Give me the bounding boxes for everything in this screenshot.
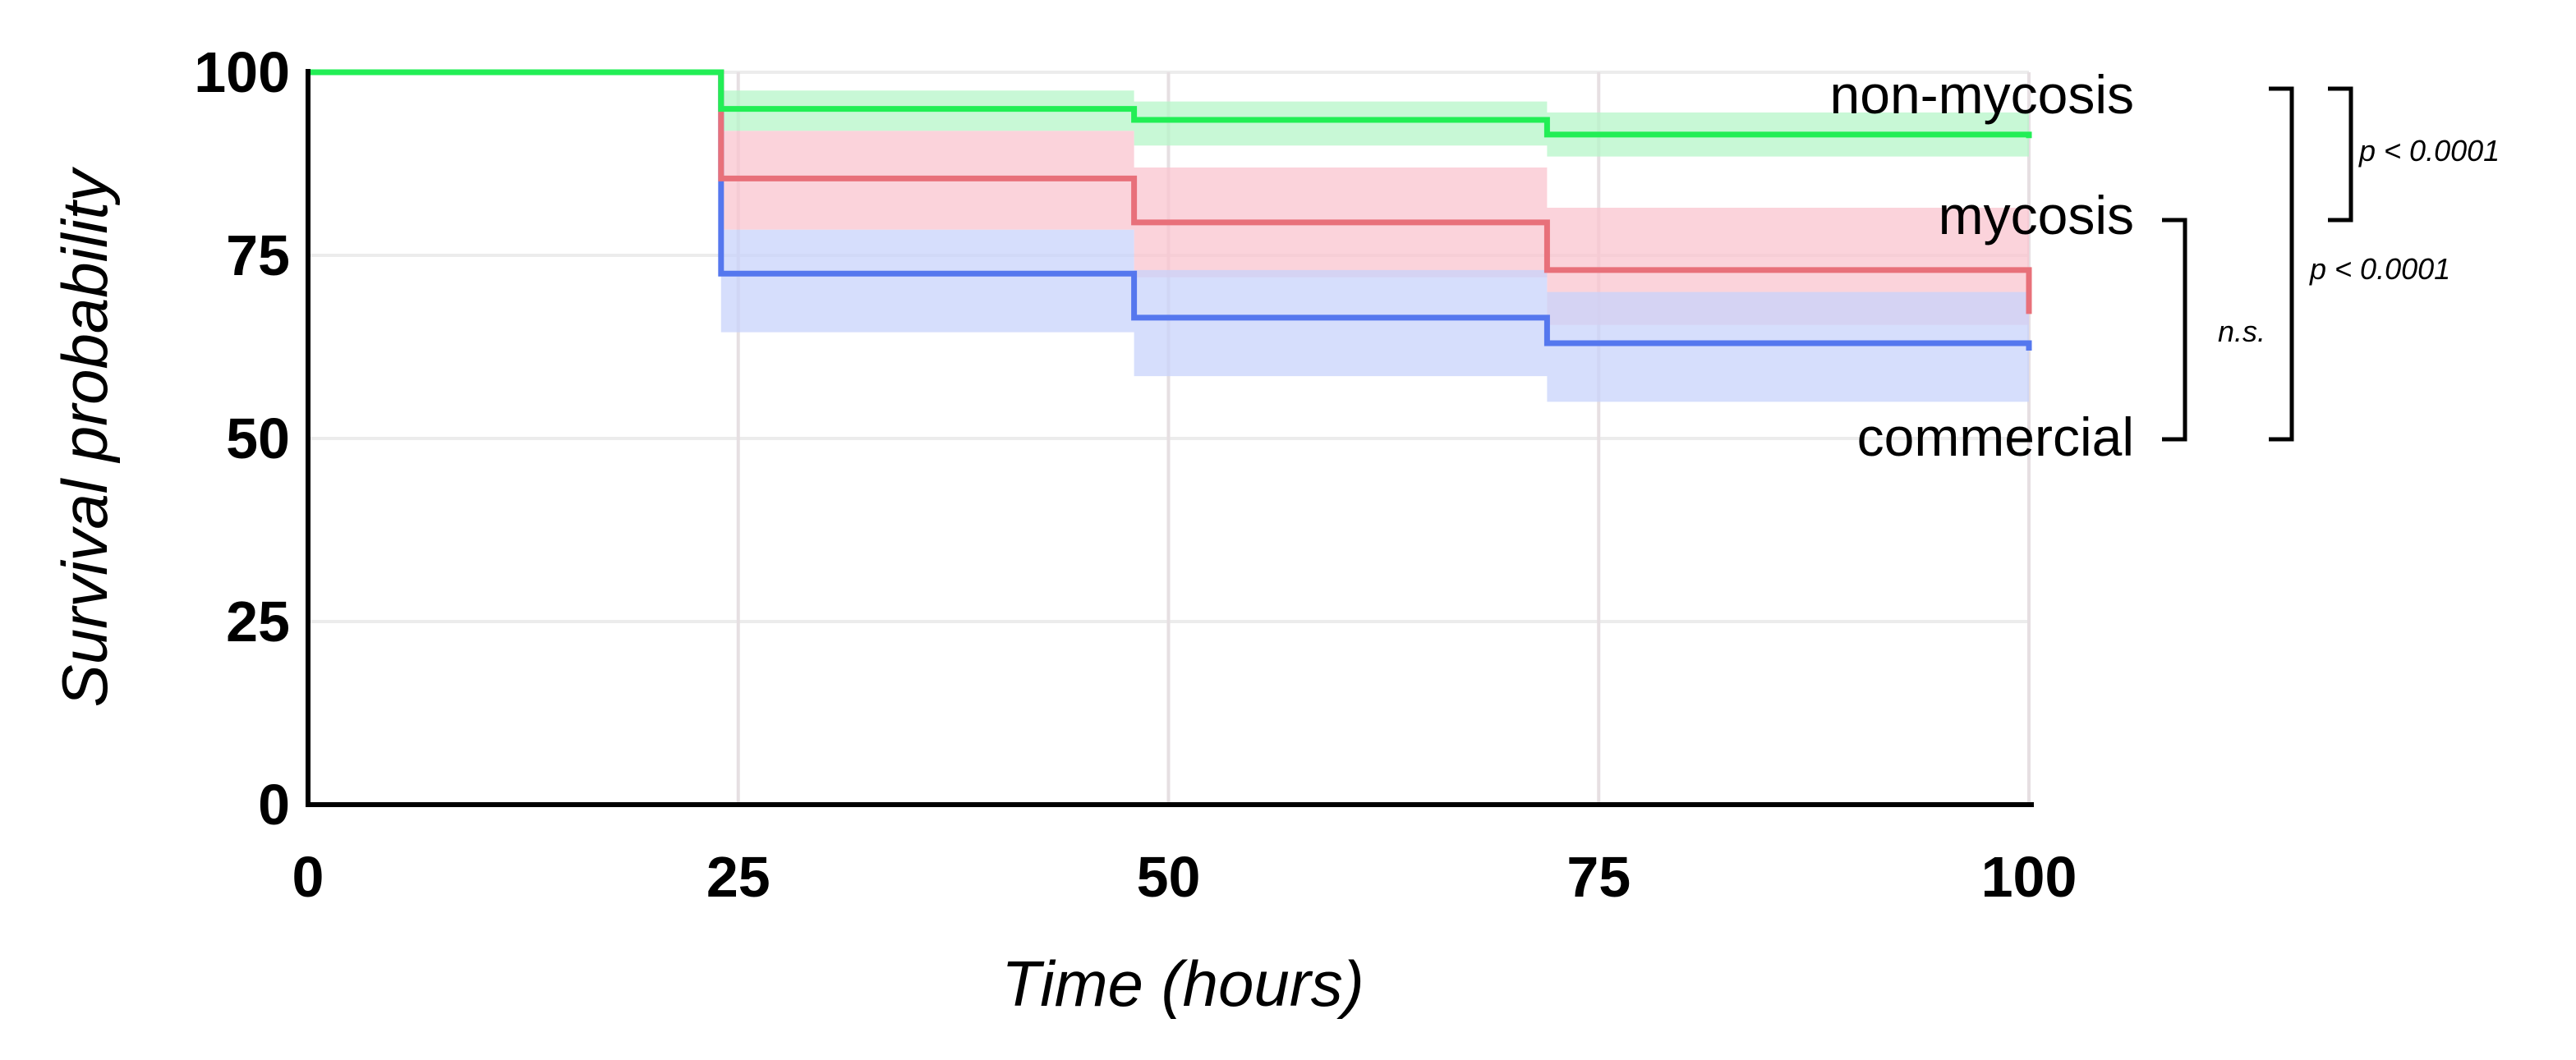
band-commercial	[308, 72, 2029, 402]
tick-labels: 0 25 50 75 100 0 25 50 75 100	[194, 40, 2077, 909]
annotation-label-0: p < 0.0001	[2358, 134, 2500, 167]
y-tick-label-100: 100	[194, 40, 290, 104]
line-non-mycosis	[308, 69, 2032, 139]
survival-lines	[308, 69, 2032, 351]
y-axis-title: Survival probability	[48, 167, 121, 708]
band-non-mycosis	[308, 72, 2029, 161]
annotation-label-2: p < 0.0001	[2309, 252, 2450, 286]
significance-brackets: p < 0.0001 n.s. p < 0.0001	[2162, 86, 2500, 442]
series-labels: non-mycosis mycosis commercial	[1830, 64, 2134, 467]
confidence-bands	[308, 72, 2029, 402]
x-tick-label-50: 50	[1137, 845, 1201, 909]
bracket-1	[2162, 218, 2187, 442]
y-tick-label-25: 25	[226, 590, 290, 654]
series-label-mycosis: mycosis	[1939, 185, 2134, 245]
band-mycosis	[308, 72, 2029, 344]
axes	[306, 69, 2034, 807]
series-label-commercial: commercial	[1857, 406, 2134, 467]
x-tick-label-0: 0	[292, 845, 324, 909]
x-axis-title: Time (hours)	[1001, 948, 1364, 1020]
series-label-non-mycosis: non-mycosis	[1830, 64, 2134, 125]
y-tick-label-75: 75	[226, 223, 290, 287]
x-tick-label-75: 75	[1566, 845, 1631, 909]
y-tick-label-0: 0	[258, 773, 290, 837]
x-tick-label-25: 25	[706, 845, 770, 909]
annotation-label-1: n.s.	[2218, 314, 2266, 348]
bracket-0	[2328, 86, 2353, 223]
y-tick-label-50: 50	[226, 406, 290, 470]
bracket-2	[2269, 86, 2294, 442]
x-tick-label-100: 100	[1981, 845, 2077, 909]
